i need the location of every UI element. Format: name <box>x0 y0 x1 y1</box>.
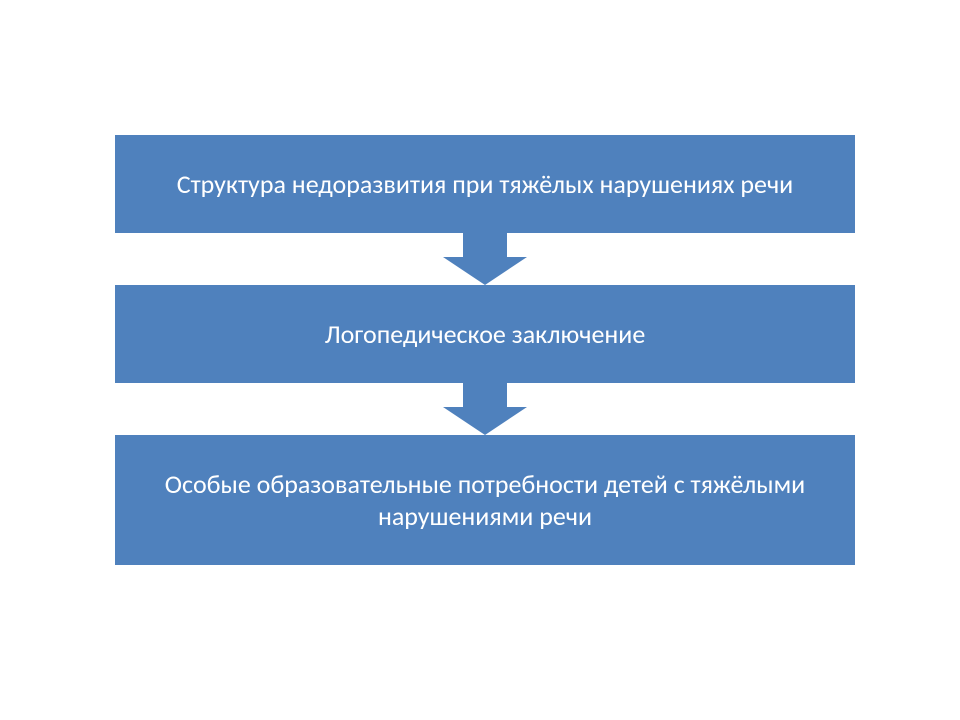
process-diagram: Структура недоразвития при тяжёлых наруш… <box>115 135 855 565</box>
arrow-down-icon <box>443 383 527 435</box>
arrow-down-icon <box>443 233 527 285</box>
block-structure-label: Структура недоразвития при тяжёлых наруш… <box>177 168 793 200</box>
block-structure: Структура недоразвития при тяжёлых наруш… <box>115 135 855 233</box>
arrow-0-wrap <box>115 233 855 285</box>
block-needs: Особые образовательные потребности детей… <box>115 435 855 565</box>
arrow-1-wrap <box>115 383 855 435</box>
block-conclusion: Логопедическое заключение <box>115 285 855 383</box>
block-needs-label: Особые образовательные потребности детей… <box>135 468 835 532</box>
block-conclusion-label: Логопедическое заключение <box>325 318 646 350</box>
